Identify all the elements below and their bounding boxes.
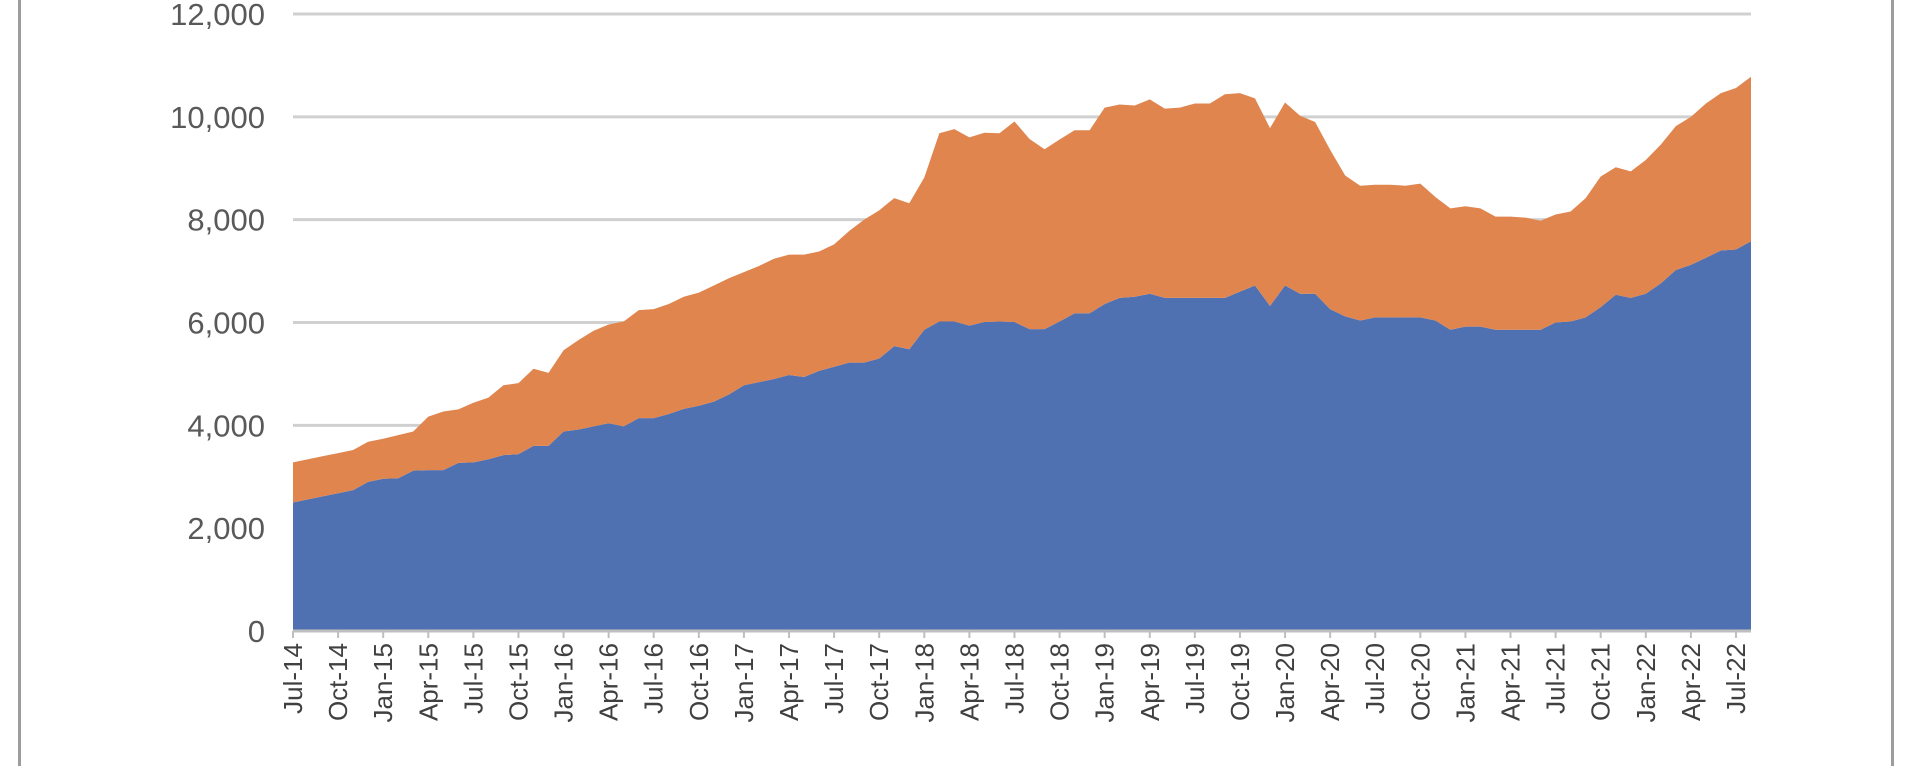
x-tick-label: Jul-14 xyxy=(278,643,308,714)
x-tick-label: Apr-19 xyxy=(1135,643,1165,721)
x-tick-label: Apr-18 xyxy=(954,643,984,721)
x-tick-label: Jul-17 xyxy=(819,643,849,714)
x-tick-label: Jul-20 xyxy=(1360,643,1390,714)
x-tick-label: Oct-14 xyxy=(323,643,353,721)
x-tick-label: Apr-17 xyxy=(774,643,804,721)
x-tick-label: Jul-19 xyxy=(1180,643,1210,714)
x-tick-label: Oct-20 xyxy=(1405,643,1435,721)
x-tick-label: Jan-18 xyxy=(909,643,939,723)
y-tick-label: 2,000 xyxy=(187,511,265,546)
area-series-bottom xyxy=(293,241,1751,631)
x-tick-label: Jan-21 xyxy=(1450,643,1480,723)
x-tick-label: Oct-19 xyxy=(1225,643,1255,721)
x-tick-label: Jan-17 xyxy=(729,643,759,723)
x-tick-label: Apr-21 xyxy=(1496,643,1526,721)
x-tick-label: Jan-20 xyxy=(1270,643,1300,723)
y-tick-label: 0 xyxy=(248,614,265,649)
x-tick-label: Jul-15 xyxy=(458,643,488,714)
x-tick-label: Jul-21 xyxy=(1541,643,1571,714)
x-tick-label: Apr-15 xyxy=(413,643,443,721)
x-axis xyxy=(292,629,1751,638)
x-tick-label: Jul-22 xyxy=(1721,643,1751,714)
x-tick-label: Jan-19 xyxy=(1090,643,1120,723)
x-tick-label: Apr-20 xyxy=(1315,643,1345,721)
stacked-area-chart: 0 2,000 4,000 6,000 8,000 10,000 12,000 Jul-14… xyxy=(170,0,1751,723)
x-tick-label: Oct-15 xyxy=(503,643,533,721)
x-tick-label: Apr-16 xyxy=(594,643,624,721)
x-tick-label: Jul-18 xyxy=(999,643,1029,714)
x-tick-label: Oct-17 xyxy=(864,643,894,721)
x-axis-tick-labels: Jul-14 Oct-14 Jan-15 Apr-15 Jul-15 Oct-15 Jan-… xyxy=(278,643,1751,723)
x-tick-label: Jan-16 xyxy=(549,643,579,723)
area-series xyxy=(293,76,1751,631)
chart-frame xyxy=(18,0,1894,766)
x-tick-label: Oct-21 xyxy=(1586,643,1616,721)
x-tick-label: Oct-18 xyxy=(1045,643,1075,721)
area-series-top xyxy=(293,76,1751,503)
y-axis-tick-labels: 0 2,000 4,000 6,000 8,000 10,000 12,000 xyxy=(170,0,265,649)
y-tick-label: 4,000 xyxy=(187,408,265,443)
y-tick-label: 12,000 xyxy=(170,0,265,32)
x-tick-label: Oct-16 xyxy=(684,643,714,721)
y-tick-label: 10,000 xyxy=(170,100,265,135)
y-tick-label: 6,000 xyxy=(187,306,265,341)
x-tick-label: Jan-15 xyxy=(368,643,398,723)
y-tick-label: 8,000 xyxy=(187,203,265,238)
x-tick-label: Apr-22 xyxy=(1676,643,1706,721)
x-tick-label: Jul-16 xyxy=(639,643,669,714)
x-tick-label: Jan-22 xyxy=(1631,643,1661,723)
